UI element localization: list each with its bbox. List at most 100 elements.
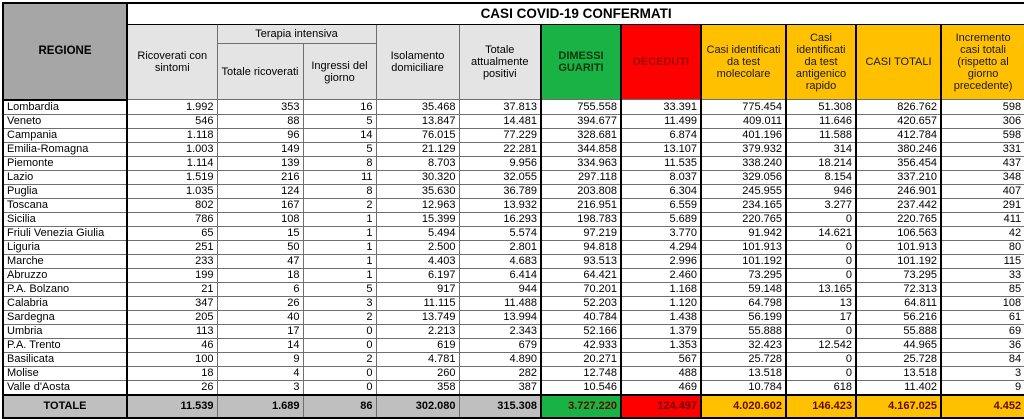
region-cell: Valle d'Aosta: [2, 379, 128, 395]
value-cell: 328.681: [540, 127, 622, 143]
value-cell: 567: [620, 351, 702, 367]
value-cell: 3: [939, 365, 1024, 381]
value-cell: 13.749: [375, 309, 460, 325]
value-cell: 13.932: [458, 197, 542, 213]
table-row: Sicilia 786 108 1 15.399 16.293 198.783 5.689 22…: [2, 211, 1024, 227]
value-cell: 379.932: [700, 141, 787, 157]
value-cell: 5: [302, 141, 377, 157]
value-cell: 598: [939, 127, 1024, 143]
value-cell: 100: [126, 351, 218, 367]
value-cell: 4.403: [375, 253, 460, 269]
table-row: Umbria 113 17 0 2.213 2.343 52.166 1.379 55.888 0…: [2, 323, 1024, 339]
value-cell: 353: [216, 99, 304, 115]
value-cell: 802: [126, 197, 218, 213]
value-cell: 344.858: [540, 141, 622, 157]
total-value-cell: 302.080: [375, 393, 460, 418]
value-cell: 0: [302, 337, 377, 353]
value-cell: 52.203: [540, 295, 622, 311]
table-row: Sardegna 205 40 2 13.749 13.994 40.784 1.438 56.…: [2, 309, 1024, 325]
value-cell: 14.481: [458, 113, 542, 129]
total-value-cell: 124.497: [620, 393, 702, 418]
value-cell: 412.784: [855, 127, 942, 143]
value-cell: 26: [216, 295, 304, 311]
total-label-cell: TOTALE: [2, 393, 128, 419]
value-cell: 55.888: [855, 323, 942, 339]
value-cell: 1.114: [126, 155, 218, 171]
value-cell: 8.154: [785, 169, 857, 185]
table-row: Friuli Venezia Giulia 65 15 1 5.494 5.574 97.2…: [2, 225, 1024, 241]
value-cell: 9.956: [458, 155, 542, 171]
region-cell: Abruzzo: [2, 267, 128, 283]
value-cell: 1.438: [620, 309, 702, 325]
table-row: Valle d'Aosta 26 3 0 358 387 10.546 469 10.784 61…: [2, 379, 1024, 395]
value-cell: 0: [785, 253, 857, 269]
region-cell: Friuli Venezia Giulia: [2, 225, 128, 241]
value-cell: 1: [302, 225, 377, 241]
value-cell: 13.518: [700, 365, 787, 381]
value-cell: 329.056: [700, 169, 787, 185]
table-row: Molise 18 4 0 260 282 12.748 488 13.518 0 13.518 3: [2, 365, 1024, 381]
value-cell: 6.874: [620, 127, 702, 143]
value-cell: 409.011: [700, 113, 787, 129]
value-cell: 113: [126, 323, 218, 339]
table-row: Marche 233 47 1 4.403 4.683 93.513 2.996 101.192…: [2, 253, 1024, 269]
value-cell: 5.689: [620, 211, 702, 227]
header-terapia-intensiva: Terapia intensiva: [216, 24, 377, 44]
value-cell: 35.468: [375, 99, 460, 115]
value-cell: 598: [939, 99, 1024, 115]
value-cell: 198.783: [540, 211, 622, 227]
value-cell: 93.513: [540, 253, 622, 269]
value-cell: 12.542: [785, 337, 857, 353]
value-cell: 1.120: [620, 295, 702, 311]
value-cell: 16: [302, 99, 377, 115]
region-cell: Marche: [2, 253, 128, 269]
value-cell: 338.240: [700, 155, 787, 171]
value-cell: 13.518: [855, 365, 942, 381]
value-cell: 420.657: [855, 113, 942, 129]
value-cell: 13.165: [785, 281, 857, 297]
value-cell: 12.748: [540, 365, 622, 381]
value-cell: 1.379: [620, 323, 702, 339]
value-cell: 11.588: [785, 127, 857, 143]
value-cell: 437: [939, 155, 1024, 171]
table-row: P.A. Bolzano 21 6 5 917 944 70.201 1.168 59.148 1…: [2, 281, 1024, 297]
total-value-cell: 11.539: [126, 393, 218, 418]
value-cell: 233: [126, 253, 218, 269]
header-totale-ricoverati: Totale ricoverati: [216, 43, 304, 100]
value-cell: 6: [216, 281, 304, 297]
value-cell: 755.558: [540, 99, 622, 115]
region-cell: Emilia-Romagna: [2, 141, 128, 157]
value-cell: 17: [785, 309, 857, 325]
value-cell: 26: [126, 379, 218, 395]
value-cell: 216.951: [540, 197, 622, 213]
value-cell: 101.192: [700, 253, 787, 269]
value-cell: 91.942: [700, 225, 787, 241]
header-dimessi-guariti: DIMESSI GUARITI: [540, 24, 622, 100]
value-cell: 18: [126, 365, 218, 381]
region-cell: Veneto: [2, 113, 128, 129]
value-cell: 2.343: [458, 323, 542, 339]
value-cell: 11.646: [785, 113, 857, 129]
value-cell: 1.519: [126, 169, 218, 185]
value-cell: 11.488: [458, 295, 542, 311]
value-cell: 101.192: [855, 253, 942, 269]
value-cell: 37.813: [458, 99, 542, 115]
table-row: Liguria 251 50 1 2.500 2.801 94.818 4.294 101.91…: [2, 239, 1024, 255]
value-cell: 30.320: [375, 169, 460, 185]
value-cell: 44.965: [855, 337, 942, 353]
table-row: Lombardia 1.992 353 16 35.468 37.813 755.558 33…: [2, 99, 1024, 115]
value-cell: 35.630: [375, 183, 460, 199]
value-cell: 0: [302, 365, 377, 381]
value-cell: 18.214: [785, 155, 857, 171]
value-cell: 0: [785, 211, 857, 227]
header-isolamento-domiciliare: Isolamento domiciliare: [375, 24, 460, 100]
table-row: Piemonte 1.114 139 8 8.703 9.956 334.963 11.535…: [2, 155, 1024, 171]
value-cell: 40.784: [540, 309, 622, 325]
value-cell: 124: [216, 183, 304, 199]
value-cell: 291: [939, 197, 1024, 213]
value-cell: 42: [939, 225, 1024, 241]
value-cell: 245.955: [700, 183, 787, 199]
region-cell: Campania: [2, 127, 128, 143]
value-cell: 36: [939, 337, 1024, 353]
region-cell: Piemonte: [2, 155, 128, 171]
